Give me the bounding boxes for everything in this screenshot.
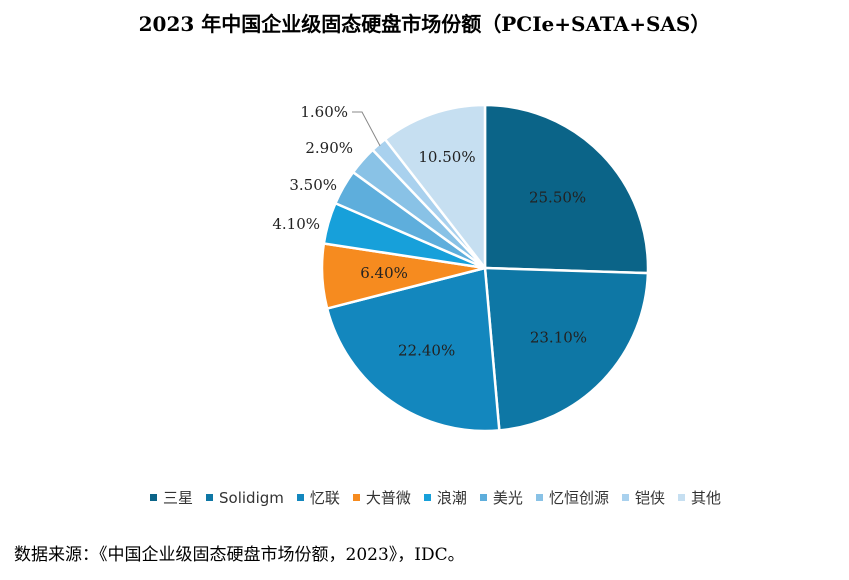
- legend-item-2: 忆联: [296, 487, 340, 508]
- legend-swatch: [677, 494, 685, 501]
- legend-swatch: [479, 494, 487, 501]
- legend-swatch: [150, 494, 157, 501]
- legend-label: 忆恒创源: [548, 489, 609, 507]
- pie-label-8: 10.50%: [418, 148, 475, 166]
- pie-slice-0: [483, 103, 650, 275]
- legend-swatch: [206, 494, 214, 501]
- pie-label-2: 22.40%: [398, 341, 455, 359]
- chart-title: 2023 年中国企业级固态硬盘市场份额（PCIe+SATA+SAS）: [138, 12, 711, 36]
- pie-label-4: 4.10%: [272, 215, 320, 233]
- legend-label: 大普微: [365, 489, 411, 507]
- legend-item-8: 其他: [677, 487, 721, 508]
- pie-leader-line: [352, 111, 381, 147]
- pie-label-0: 25.50%: [529, 189, 586, 207]
- legend-item-7: 铠侠: [621, 487, 665, 508]
- legend-swatch: [423, 494, 431, 501]
- legend-label: 浪潮: [436, 489, 467, 507]
- legend-label: 其他: [690, 489, 721, 507]
- legend-label: 三星: [163, 489, 194, 507]
- pie-slice-2: [325, 266, 501, 433]
- pie-label-3: 6.40%: [360, 264, 408, 282]
- pie-slice-1: [483, 266, 650, 432]
- pie-slice-8: [383, 103, 487, 272]
- pie-label-6: 2.90%: [305, 139, 353, 157]
- legend-item-3: 大普微: [352, 487, 411, 508]
- pie-label-5: 3.50%: [289, 176, 337, 194]
- legend-label: 铠侠: [634, 489, 665, 507]
- pie-chart: 25.50% 23.10% 22.40% 6.40% 4.10% 3.50% 2.90% 1.…: [272, 103, 650, 433]
- legend-swatch: [296, 494, 304, 501]
- legend-item-6: 忆恒创源: [535, 487, 609, 508]
- legend-swatch: [535, 494, 543, 501]
- legend-swatch: [621, 494, 629, 501]
- pie-label-1: 23.10%: [530, 328, 587, 346]
- legend-item-5: 美光: [479, 487, 523, 508]
- data-source: 数据来源：《中国企业级固态硬盘市场份额，2023》，IDC。: [14, 545, 465, 565]
- legend-label: 美光: [492, 489, 523, 507]
- legend-item-1: Solidigm: [206, 489, 284, 507]
- legend-swatch: [352, 494, 360, 501]
- legend-item-0: 三星: [150, 487, 193, 508]
- pie-label-7: 1.60%: [300, 103, 348, 121]
- legend-item-4: 浪潮: [423, 487, 467, 508]
- legend-label: Solidigm: [219, 488, 284, 507]
- legend-label: 忆联: [309, 489, 340, 507]
- chart-legend: 三星 Solidigm 忆联 大普微 浪潮 美光 忆恒创源 铠侠 其他: [150, 487, 734, 508]
